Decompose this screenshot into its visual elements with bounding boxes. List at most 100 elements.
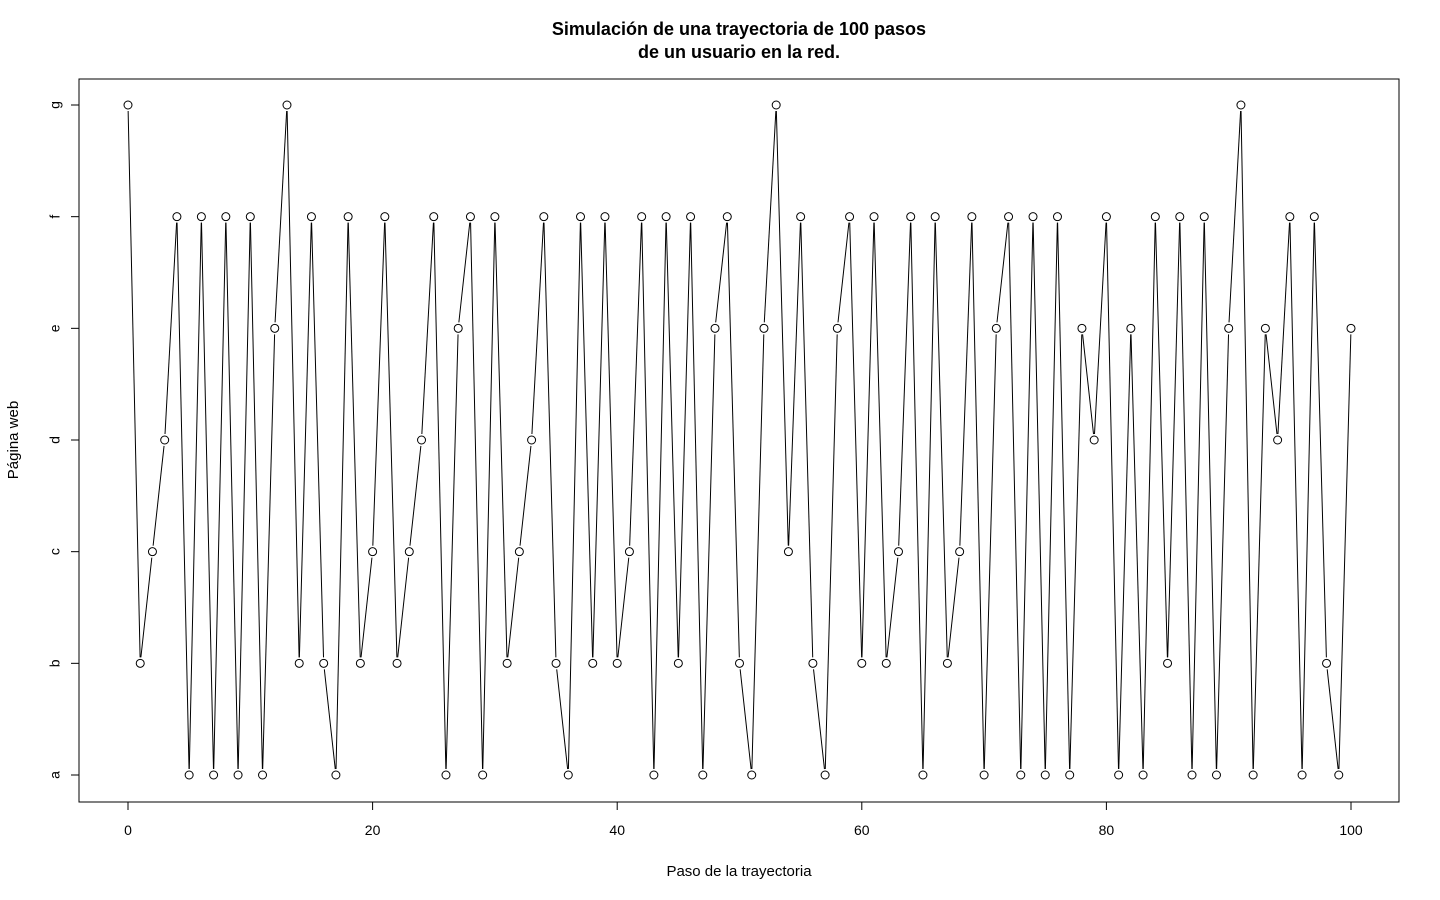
data-point-35 xyxy=(551,658,561,668)
series-segment-81 xyxy=(1118,334,1132,770)
series-segment-36 xyxy=(567,222,581,770)
y-tick-label-g: g xyxy=(47,101,63,109)
data-point-54 xyxy=(783,547,793,557)
data-point-12 xyxy=(270,323,280,333)
y-tick-label-f: f xyxy=(47,215,63,219)
series-segment-97 xyxy=(1313,222,1327,658)
data-point-9 xyxy=(233,770,243,780)
series-segment-84 xyxy=(1154,222,1168,658)
series-segment-9 xyxy=(237,222,251,770)
series-segment-2 xyxy=(152,445,165,546)
series-segment-7 xyxy=(213,222,227,770)
data-point-94 xyxy=(1273,435,1283,445)
data-point-77 xyxy=(1065,770,1075,780)
data-point-81 xyxy=(1114,770,1124,780)
series-segment-68 xyxy=(959,222,973,546)
data-point-51 xyxy=(747,770,757,780)
data-point-73 xyxy=(1016,770,1026,780)
series-segment-96 xyxy=(1301,222,1315,770)
series-segment-91 xyxy=(1240,110,1254,770)
series-segment-58 xyxy=(837,222,850,323)
data-point-46 xyxy=(686,212,696,222)
plot-frame xyxy=(78,78,1400,803)
data-point-93 xyxy=(1260,323,1270,333)
data-point-75 xyxy=(1040,770,1050,780)
y-tick-label-e: e xyxy=(47,324,63,332)
x-tick-label-80: 80 xyxy=(1099,822,1115,838)
series-segment-71 xyxy=(996,222,1009,323)
series-segment-74 xyxy=(1032,222,1046,770)
data-point-62 xyxy=(881,658,891,668)
data-point-13 xyxy=(282,100,292,110)
series-segment-23 xyxy=(409,445,422,546)
data-point-6 xyxy=(196,212,206,222)
series-segment-47 xyxy=(702,334,716,770)
series-segment-80 xyxy=(1106,222,1119,770)
series-segment-76 xyxy=(1057,222,1071,770)
series-segment-86 xyxy=(1179,222,1193,770)
y-tick-label-a: a xyxy=(47,771,63,779)
series-segment-39 xyxy=(604,222,618,658)
series-segment-26 xyxy=(445,334,459,770)
data-point-49 xyxy=(722,212,732,222)
series-segment-51 xyxy=(751,334,765,770)
series-segment-59 xyxy=(849,222,863,658)
series-segment-56 xyxy=(813,669,825,770)
series-segment-4 xyxy=(176,222,190,770)
data-point-44 xyxy=(661,212,671,222)
data-point-39 xyxy=(600,212,610,222)
series-segment-62 xyxy=(886,557,899,658)
series-segment-64 xyxy=(910,222,924,770)
data-point-34 xyxy=(539,212,549,222)
data-point-99 xyxy=(1334,770,1344,780)
series-segment-34 xyxy=(543,222,557,658)
series-segment-88 xyxy=(1203,222,1217,770)
series-segment-55 xyxy=(800,222,814,658)
series-segment-27 xyxy=(458,222,471,323)
data-point-11 xyxy=(258,770,268,780)
series-segment-19 xyxy=(360,557,373,658)
data-point-100 xyxy=(1346,323,1356,333)
series-segment-44 xyxy=(665,222,679,658)
data-point-80 xyxy=(1101,212,1111,222)
data-point-8 xyxy=(221,212,231,222)
data-point-26 xyxy=(441,770,451,780)
data-point-30 xyxy=(490,212,500,222)
series-segment-61 xyxy=(873,222,887,658)
series-segment-6 xyxy=(201,222,214,770)
series-segment-25 xyxy=(433,222,447,770)
series-segment-13 xyxy=(286,110,300,658)
series-segment-46 xyxy=(690,222,704,770)
data-point-82 xyxy=(1126,323,1136,333)
x-tick-label-60: 60 xyxy=(854,822,870,838)
series-segment-48 xyxy=(715,222,728,323)
series-segment-69 xyxy=(971,222,985,770)
data-point-23 xyxy=(404,547,414,557)
data-point-14 xyxy=(294,658,304,668)
x-axis-label: Paso de la trayectoria xyxy=(666,863,812,880)
data-point-33 xyxy=(527,435,537,445)
data-point-83 xyxy=(1138,770,1148,780)
data-point-66 xyxy=(930,212,940,222)
series-segment-70 xyxy=(983,334,997,770)
data-point-17 xyxy=(331,770,341,780)
x-tick-label-0: 0 xyxy=(124,822,132,838)
series-segment-95 xyxy=(1289,222,1303,770)
series-segment-16 xyxy=(323,669,336,770)
series-segment-15 xyxy=(311,222,325,658)
data-point-1 xyxy=(135,658,145,668)
series-segment-98 xyxy=(1326,669,1339,770)
data-point-86 xyxy=(1175,212,1185,222)
data-point-32 xyxy=(514,547,524,557)
data-point-42 xyxy=(637,212,647,222)
data-point-57 xyxy=(820,770,830,780)
series-segment-17 xyxy=(335,222,349,770)
series-segment-92 xyxy=(1252,334,1266,770)
series-segment-52 xyxy=(763,110,777,323)
data-point-3 xyxy=(160,435,170,445)
series-segment-40 xyxy=(617,557,630,658)
series-segment-65 xyxy=(922,222,936,770)
data-point-2 xyxy=(147,547,157,557)
series-segment-53 xyxy=(775,110,789,546)
